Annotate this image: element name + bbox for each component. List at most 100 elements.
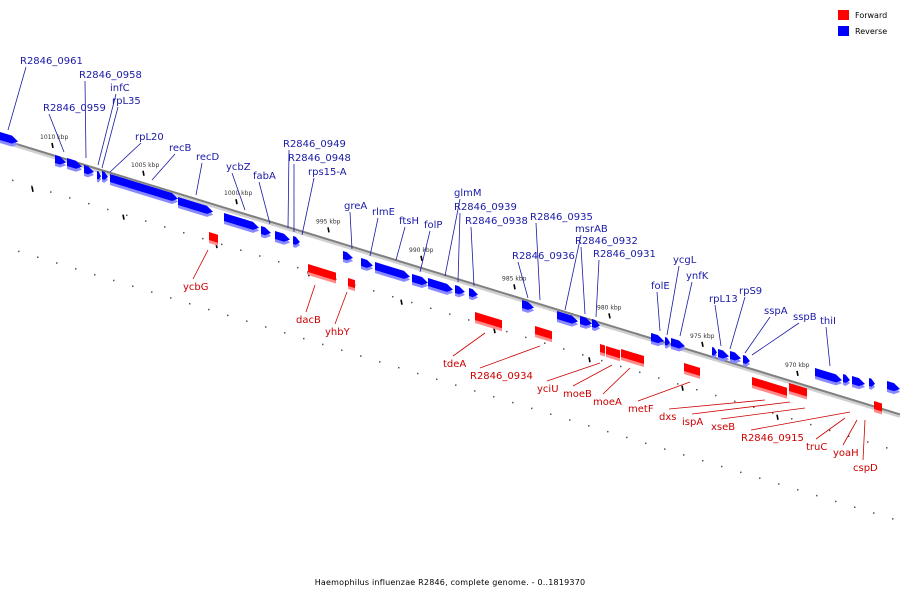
scale-dot	[170, 297, 172, 299]
scale-dot	[18, 250, 20, 253]
forward-gene-arrow	[535, 326, 552, 343]
tick-label: 975 kbp	[690, 333, 715, 340]
legend: Forward Reverse	[838, 9, 887, 41]
scale-dot	[810, 423, 812, 426]
leader-line-ycbg	[192, 249, 209, 280]
gene-arrow-body	[261, 226, 271, 236]
tick-mark-upper	[327, 227, 330, 233]
gene-arrow-body	[712, 347, 717, 356]
gene-arrow-body	[852, 376, 865, 387]
reverse-gene-arrow	[110, 174, 178, 204]
leader-line-ispa	[691, 401, 791, 415]
scale-dot	[512, 401, 514, 404]
leader-line-folp	[419, 230, 431, 273]
leader-line-r2846-0915	[750, 411, 851, 431]
scale-dot	[265, 326, 267, 328]
tick-label: 980 kbp	[597, 304, 622, 311]
gene-arrow-body	[557, 311, 578, 324]
forward-gene-arrow	[684, 363, 700, 379]
scale-dot	[430, 307, 432, 310]
leader-line-sspb	[751, 322, 800, 356]
gene-label-rpl20: rpL20	[135, 132, 164, 143]
gene-arrow-body	[361, 258, 373, 268]
gene-label-r2846-0961: R2846_0961	[20, 56, 83, 67]
gene-arrow-body	[651, 333, 664, 344]
forward-gene-arrow	[789, 383, 807, 400]
gene-label-glmm: glmM	[454, 188, 482, 199]
leader-line-rpl13	[714, 304, 722, 347]
scale-dot	[525, 336, 527, 339]
gene-label-faba: fabA	[253, 171, 276, 182]
gene-label-tdea: tdeA	[443, 359, 466, 370]
leader-line-glmm	[444, 198, 461, 277]
gene-label-r2846-0915: R2846_0915	[741, 433, 804, 444]
gene-label-rlme: rlmE	[372, 207, 395, 218]
scale-dot	[892, 518, 894, 520]
gene-label-r2846-0938: R2846_0938	[465, 216, 528, 227]
leader-line-ynfk	[679, 281, 693, 337]
reverse-gene-arrow	[712, 347, 717, 359]
gene-label-sspa: sspA	[764, 306, 788, 317]
gene-label-xseb: xseB	[711, 422, 735, 433]
leader-line-sspa	[744, 316, 771, 354]
scale-dot	[183, 231, 185, 234]
scale-dot	[75, 268, 77, 270]
gene-label-ycbz: ycbZ	[226, 162, 251, 173]
gene-label-msrab: msrAB	[575, 224, 608, 235]
scale-dot	[455, 384, 457, 386]
tick-mark-lower	[776, 414, 779, 420]
tick-mark-lower	[31, 186, 34, 192]
forward-gene-arrow	[600, 344, 605, 357]
gene-label-moeb: moeB	[563, 389, 592, 400]
forward-gene-arrow	[209, 232, 218, 246]
gene-arrow-body	[535, 326, 552, 340]
scale-dot	[531, 407, 533, 410]
scale-dot	[664, 448, 666, 450]
leader-line-metf	[637, 381, 691, 402]
leader-line-ftsh	[395, 226, 406, 261]
gene-arrow-body	[0, 132, 18, 144]
tick-mark-upper	[51, 142, 54, 149]
scale-dot	[848, 435, 850, 437]
gene-arrow-body	[887, 381, 900, 392]
reverse-gene-arrow	[55, 155, 66, 168]
forward-gene-arrow	[348, 278, 355, 292]
reverse-gene-arrow	[428, 278, 453, 295]
reverse-gene-arrow	[887, 381, 900, 395]
gene-label-rps9: rpS9	[739, 286, 762, 297]
leader-line-recd	[195, 162, 203, 196]
scale-dot	[221, 243, 223, 246]
gene-label-ftsh: ftsH	[399, 216, 419, 227]
scale-dot	[601, 359, 603, 362]
forward-gene-arrow	[475, 312, 502, 332]
gene-label-r2846-0949: R2846_0949	[283, 139, 346, 150]
scale-dot	[94, 273, 96, 276]
gene-label-yoah: yoaH	[833, 448, 859, 459]
forward-gene-arrow	[874, 401, 882, 415]
scale-dot	[886, 447, 888, 449]
gene-label-dxs: dxs	[659, 412, 676, 423]
tick-mark-upper	[420, 255, 423, 261]
scale-dot	[734, 400, 736, 403]
reverse-gene-arrow	[412, 274, 428, 289]
scale-dot	[759, 477, 761, 479]
tick-mark-lower	[588, 357, 591, 363]
scale-dot	[37, 256, 39, 258]
scale-dot	[639, 371, 641, 374]
scale-dot	[449, 313, 451, 315]
tick-mark-upper	[701, 341, 704, 347]
scale-dot	[588, 425, 590, 427]
gene-label-folp: folP	[424, 220, 442, 231]
scale-dot	[715, 394, 717, 397]
reverse-gene-arrow	[261, 226, 271, 239]
scale-dot	[778, 483, 780, 485]
leader-line-r2846-0935	[535, 222, 541, 301]
leader-line-r2846-0949	[287, 149, 290, 229]
reverse-gene-arrow	[97, 171, 101, 183]
gene-label-r2846-0936: R2846_0936	[512, 251, 575, 262]
gene-label-metf: metF	[628, 404, 654, 415]
gene-arrow-body	[84, 165, 94, 175]
forward-gene-arrow	[621, 349, 644, 368]
leader-line-fole	[656, 291, 661, 332]
gene-arrow-body	[412, 274, 428, 286]
